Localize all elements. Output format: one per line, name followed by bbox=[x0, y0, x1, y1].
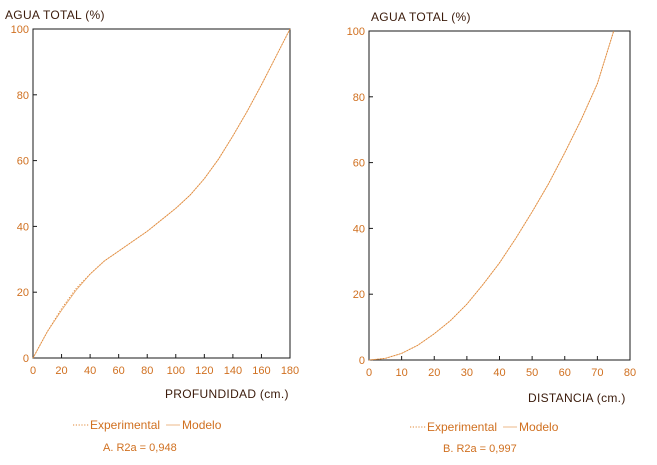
chart1-series-modelo bbox=[32, 28, 291, 359]
chart2-xtick-label: 70 bbox=[591, 367, 603, 379]
chart1-ytick-label: 80 bbox=[17, 90, 29, 102]
chart1-plot-frame bbox=[32, 28, 291, 359]
chart1-xtick-label: 140 bbox=[224, 365, 242, 377]
chart2-legend-experimental: Experimental bbox=[427, 420, 497, 434]
chart1-xlabel: PROFUNDIDAD (cm.) bbox=[165, 387, 289, 401]
chart2-ytick-label: 60 bbox=[353, 158, 365, 170]
chart2-ytick-label: 0 bbox=[359, 355, 365, 367]
chart1-ytick-label: 0 bbox=[23, 353, 29, 365]
chart2-xtick-label: 50 bbox=[526, 367, 538, 379]
chart1-xtick-label: 20 bbox=[55, 365, 67, 377]
chart1-ytick-label: 100 bbox=[11, 24, 29, 36]
chart1-caption: A. R2a = 0,948 bbox=[103, 442, 177, 454]
chart1-xtick-label: 0 bbox=[30, 365, 36, 377]
chart2-ytick-label: 80 bbox=[353, 92, 365, 104]
chart2-ytick-label: 40 bbox=[353, 223, 365, 235]
chart2-ylabel: AGUA TOTAL (%) bbox=[371, 10, 471, 24]
chart1-ytick-label: 60 bbox=[17, 156, 29, 168]
chart1-legend-experimental: Experimental bbox=[90, 418, 160, 432]
chart1-ytick-label: 20 bbox=[17, 287, 29, 299]
chart2-xtick-label: 10 bbox=[396, 367, 408, 379]
chart2-xtick-label: 40 bbox=[493, 367, 505, 379]
chart2-xtick-label: 0 bbox=[366, 367, 372, 379]
chart2-ytick-label: 20 bbox=[353, 289, 365, 301]
chart1-xtick-label: 100 bbox=[167, 365, 185, 377]
chart2-series-modelo bbox=[368, 30, 615, 361]
chart2-xtick-label: 20 bbox=[428, 367, 440, 379]
chart2-plot-frame bbox=[368, 30, 631, 361]
chart2-caption: B. R2a = 0,997 bbox=[443, 443, 517, 455]
chart1-xtick-label: 40 bbox=[84, 365, 96, 377]
chart1-ylabel: AGUA TOTAL (%) bbox=[5, 8, 105, 22]
chart2-xtick-label: 30 bbox=[461, 367, 473, 379]
chart1-xtick-label: 160 bbox=[252, 365, 270, 377]
chart1-ytick-label: 40 bbox=[17, 221, 29, 233]
chart1-xtick-label: 60 bbox=[113, 365, 125, 377]
chart1-legend-modelo: Modelo bbox=[182, 418, 222, 432]
chart2-ytick-label: 100 bbox=[347, 26, 365, 38]
chart1-xtick-label: 180 bbox=[281, 365, 299, 377]
chart2-series-experimental bbox=[368, 30, 615, 361]
chart2-xlabel: DISTANCIA (cm.) bbox=[528, 391, 626, 405]
chart2-xtick-label: 60 bbox=[559, 367, 571, 379]
chart1-xtick-label: 120 bbox=[195, 365, 213, 377]
chart1-series-experimental bbox=[32, 28, 291, 359]
chart1-xtick-label: 80 bbox=[141, 365, 153, 377]
chart2-legend-modelo: Modelo bbox=[519, 420, 559, 434]
chart2-xtick-label: 80 bbox=[624, 367, 636, 379]
